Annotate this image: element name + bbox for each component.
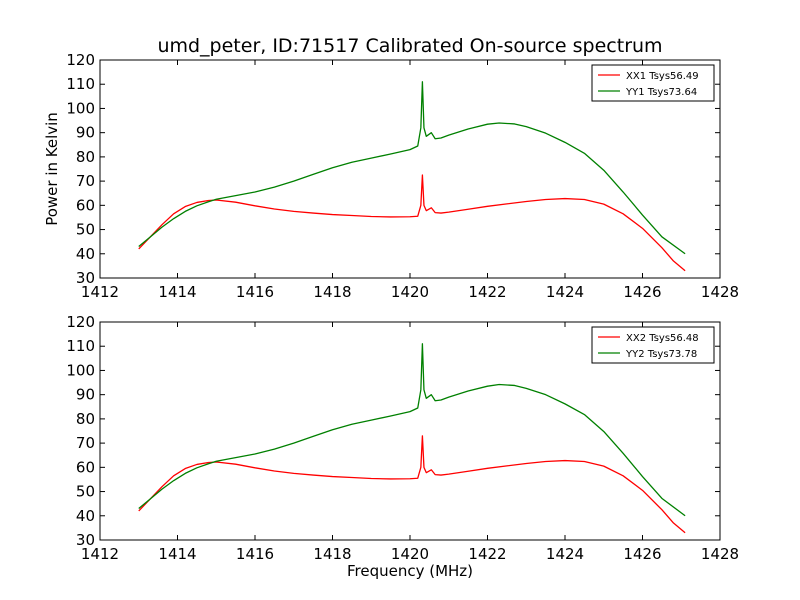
y-tick-label: 70 — [76, 434, 95, 452]
x-tick-label: 1424 — [546, 283, 584, 301]
x-tick-label: 1422 — [468, 545, 506, 563]
x-tick-label: 1420 — [391, 545, 429, 563]
x-tick-label: 1422 — [468, 283, 506, 301]
y-tick-label: 100 — [66, 361, 95, 379]
y-tick-label: 80 — [76, 148, 95, 166]
legend-box — [591, 64, 715, 102]
y-tick-label: 90 — [76, 124, 95, 142]
x-axis-label: Frequency (MHz) — [347, 562, 473, 580]
x-tick-label: 1414 — [158, 545, 196, 563]
y-tick-label: 40 — [76, 245, 95, 263]
y-tick-label: 30 — [76, 531, 95, 549]
legend-box — [591, 326, 715, 364]
x-tick-label: 1414 — [158, 283, 196, 301]
x-tick-label: 1428 — [701, 545, 739, 563]
chart-title: umd_peter, ID:71517 Calibrated On-source… — [157, 35, 662, 57]
y-tick-label: 120 — [66, 51, 95, 69]
x-tick-label: 1428 — [701, 283, 739, 301]
y-tick-label: 120 — [66, 313, 95, 331]
y-tick-label: 110 — [66, 337, 95, 355]
y-axis-label: Power in Kelvin — [43, 112, 61, 226]
x-tick-label: 1416 — [236, 283, 274, 301]
legend-label: YY2 Tsys73.78 — [625, 349, 697, 360]
y-tick-label: 110 — [66, 75, 95, 93]
x-tick-label: 1412 — [81, 283, 119, 301]
x-tick-label: 1418 — [313, 283, 351, 301]
legend-label: XX1 Tsys56.49 — [626, 71, 699, 82]
legend-label: XX2 Tsys56.48 — [626, 333, 699, 344]
plot-panel-1: 1412 1414 1416 1418 1420 1422 1424 1426 1428 30 40… — [66, 51, 739, 301]
x-tick-label: 1426 — [623, 283, 661, 301]
x-tick-label: 1424 — [546, 545, 584, 563]
y-tick-label: 70 — [76, 172, 95, 190]
y-tick-label: 90 — [76, 386, 95, 404]
y-tick-label: 60 — [76, 458, 95, 476]
y-tick-label: 30 — [76, 269, 95, 287]
y-tick-label: 50 — [76, 221, 95, 239]
y-tick-label: 80 — [76, 410, 95, 428]
x-tick-label: 1426 — [623, 545, 661, 563]
x-tick-label: 1416 — [236, 545, 274, 563]
y-tick-label: 40 — [76, 507, 95, 525]
y-tick-label: 100 — [66, 99, 95, 117]
x-tick-label: 1420 — [391, 283, 429, 301]
plot-panel-2: 1412 1414 1416 1418 1420 1422 1424 1426 1428 30 40… — [66, 313, 739, 563]
y-tick-label: 60 — [76, 196, 95, 214]
series-line-1-2 — [138, 81, 686, 255]
x-tick-label: 1418 — [313, 545, 351, 563]
legend-label: YY1 Tsys73.64 — [625, 87, 697, 98]
y-tick-label: 50 — [76, 483, 95, 501]
legend-1: XX1 Tsys56.49 YY1 Tsys73.64 — [591, 64, 715, 102]
legend-2: XX2 Tsys56.48 YY2 Tsys73.78 — [591, 326, 715, 364]
x-tick-label: 1412 — [81, 545, 119, 563]
series-line-2-2 — [138, 343, 686, 517]
plot-panels: 1412 1414 1416 1418 1420 1422 1424 1426 1428 30 40… — [66, 51, 739, 563]
